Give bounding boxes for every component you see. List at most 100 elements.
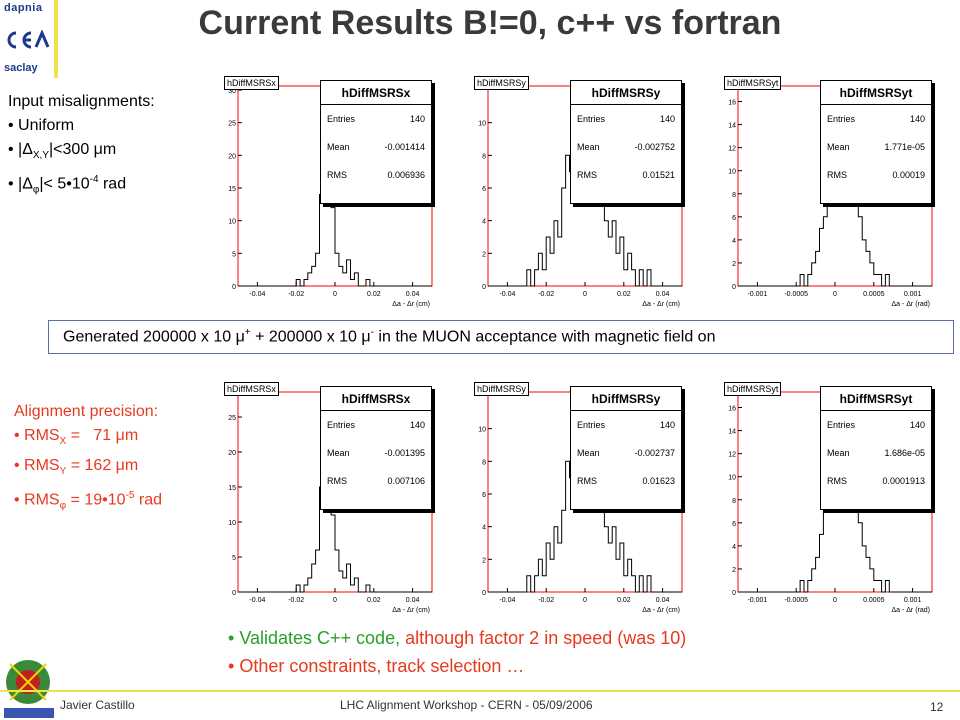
- y-tick-label: 5: [232, 555, 236, 562]
- x-tick-label: 0.001: [904, 291, 922, 298]
- stats-row: RMS 0.006936: [321, 161, 431, 189]
- histogram-panel: 0 5 10 15 20 25 30 -0.04 -0.02 0 0.02 0.04 Δa - Δr (…: [220, 72, 448, 314]
- y-tick-label: 2: [482, 251, 486, 258]
- y-tick-label: 20: [228, 153, 236, 160]
- page-number: 12: [930, 700, 944, 714]
- y-tick-label: 10: [228, 219, 236, 226]
- footer-divider: [0, 690, 960, 692]
- histogram-series: [238, 122, 432, 287]
- x-axis-label: Δa - Δr (cm): [392, 607, 430, 614]
- stats-key: RMS: [827, 476, 847, 486]
- misalignment-item: • |Δφ|< 5•10-4 rad: [8, 174, 127, 196]
- misalignment-item: • |ΔX,Y|<300 μm: [8, 141, 117, 162]
- stats-row: RMS 0.01623: [571, 467, 681, 495]
- precision-item: • RMSX = 71 μm: [14, 427, 139, 448]
- stats-title: hDiffMSRSy: [571, 387, 681, 411]
- x-tick-label: 0: [583, 597, 587, 604]
- y-tick-label: 2: [732, 261, 736, 268]
- stats-value: 140: [659, 114, 675, 124]
- x-tick-label: 0.02: [617, 291, 631, 298]
- stats-key: Entries: [827, 420, 856, 430]
- stats-row: Entries 140: [821, 411, 931, 439]
- x-tick-label: 0: [333, 291, 337, 298]
- stats-value: 0.01623: [642, 476, 675, 486]
- histogram-name: hDiffMSRSx: [224, 382, 279, 396]
- y-tick-label: 8: [732, 192, 736, 199]
- misalignment-notes: Input misalignments: Uniform • |ΔX,Y|<30…: [8, 90, 218, 203]
- stats-value: 140: [909, 114, 925, 124]
- x-axis-label: Δa - Δr (cm): [392, 301, 430, 308]
- stats-title: hDiffMSRSx: [321, 387, 431, 411]
- x-tick-label: -0.02: [288, 291, 304, 298]
- logo-divider: [54, 0, 58, 78]
- footer-author: Javier Castillo: [60, 698, 135, 712]
- stats-value: -0.002752: [634, 142, 675, 152]
- stats-value: 140: [409, 420, 425, 430]
- x-tick-label: -0.001: [747, 597, 767, 604]
- y-tick-label: 0: [732, 590, 736, 597]
- stats-value: 140: [659, 420, 675, 430]
- y-tick-label: 10: [728, 169, 736, 176]
- x-tick-label: 0.02: [367, 291, 381, 298]
- histogram-panel: 0 2 4 6 8 10 -0.04 -0.02 0 0.02 0.04 Δa - Δr (cm) hD…: [470, 72, 698, 314]
- stats-key: Mean: [827, 142, 850, 152]
- stats-box: hDiffMSRSx Entries 140 Mean -0.001414 RMS 0.00…: [320, 80, 432, 204]
- y-tick-label: 12: [728, 146, 736, 153]
- stats-row: Mean 1.771e-05: [821, 133, 931, 161]
- stats-box: hDiffMSRSyt Entries 140 Mean 1.686e-05 RMS 0.0…: [820, 386, 932, 510]
- x-axis-label: Δa - Δr (cm): [642, 301, 680, 308]
- precision-item: • RMSY = 162 μm: [14, 457, 139, 478]
- y-tick-label: 6: [732, 521, 736, 528]
- logo-bottom-text: saclay: [4, 62, 38, 74]
- y-tick-label: 8: [482, 153, 486, 160]
- stats-title: hDiffMSRSyt: [821, 81, 931, 105]
- histogram-name: hDiffMSRSx: [224, 76, 279, 90]
- stats-title: hDiffMSRSyt: [821, 387, 931, 411]
- stats-title: hDiffMSRSx: [321, 81, 431, 105]
- dapnia-logo: dapnia saclay: [0, 0, 58, 80]
- x-tick-label: -0.0005: [784, 291, 808, 298]
- stats-key: RMS: [327, 476, 347, 486]
- x-tick-label: 0.0005: [863, 597, 885, 604]
- histogram-name: hDiffMSRSyt: [724, 76, 782, 90]
- y-tick-label: 8: [732, 498, 736, 505]
- x-tick-label: -0.001: [747, 291, 767, 298]
- x-tick-label: 0: [583, 291, 587, 298]
- x-tick-label: 0.02: [367, 597, 381, 604]
- stats-key: Entries: [577, 420, 606, 430]
- y-tick-label: 4: [482, 219, 486, 226]
- stats-key: Mean: [327, 142, 350, 152]
- stats-key: Entries: [577, 114, 606, 124]
- stats-key: RMS: [577, 476, 597, 486]
- y-tick-label: 6: [482, 186, 486, 193]
- y-tick-label: 16: [728, 100, 736, 107]
- histogram-name: hDiffMSRSyt: [724, 382, 782, 396]
- y-tick-label: 0: [482, 284, 486, 291]
- cea-logo-icon: [7, 30, 50, 49]
- x-tick-label: -0.04: [249, 597, 265, 604]
- y-tick-label: 25: [228, 121, 236, 128]
- stats-value: 0.006936: [387, 170, 425, 180]
- stats-value: 140: [909, 420, 925, 430]
- x-tick-label: 0.0005: [863, 291, 885, 298]
- x-tick-label: 0.02: [617, 597, 631, 604]
- stats-key: RMS: [827, 170, 847, 180]
- x-tick-label: -0.02: [538, 291, 554, 298]
- y-tick-label: 10: [728, 475, 736, 482]
- conclusion-item: • Validates C++ code, although factor 2 …: [228, 628, 687, 648]
- stats-row: RMS 0.01521: [571, 161, 681, 189]
- stats-row: Mean 1.686e-05: [821, 439, 931, 467]
- stats-key: Entries: [827, 114, 856, 124]
- conclusion-bullets: • Validates C++ code, although factor 2 …: [228, 624, 686, 680]
- conclusion-item: • Other constraints, track selection …: [228, 656, 525, 676]
- stats-value: 0.007106: [387, 476, 425, 486]
- generation-banner: Generated 200000 x 10 μ+ + 200000 x 10 μ…: [48, 320, 954, 354]
- y-tick-label: 4: [732, 238, 736, 245]
- stats-row: RMS 0.00019: [821, 161, 931, 189]
- y-tick-label: 6: [732, 215, 736, 222]
- y-tick-label: 8: [482, 459, 486, 466]
- footer-event: LHC Alignment Workshop - CERN - 05/09/20…: [340, 698, 593, 712]
- stats-key: RMS: [327, 170, 347, 180]
- x-tick-label: -0.04: [499, 291, 515, 298]
- x-axis-label: Δa - Δr (cm): [642, 607, 680, 614]
